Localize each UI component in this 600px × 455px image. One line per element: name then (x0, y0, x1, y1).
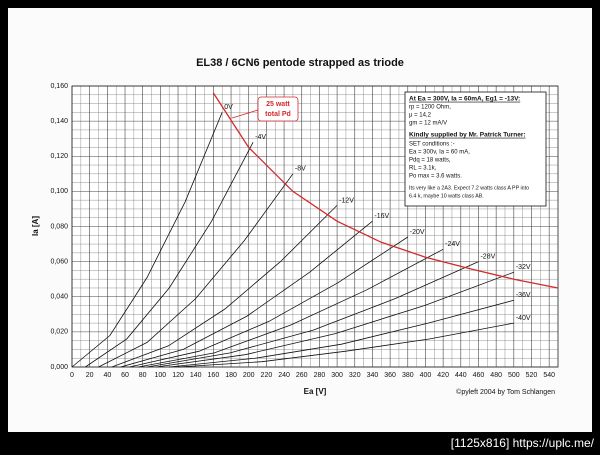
curve-label: -16V (374, 213, 389, 220)
x-tick-label: 260 (296, 372, 308, 379)
curve (147, 261, 479, 368)
curve-label: -24V (445, 241, 460, 248)
x-tick-label: 540 (543, 372, 555, 379)
curve-label: -20V (410, 229, 425, 236)
curve (85, 142, 254, 368)
y-tick-label: 0,140 (50, 118, 68, 125)
x-tick-label: 40 (103, 372, 111, 379)
info-line: At Ea = 300V, Ia = 60mA, Eg1 = -13V: (409, 96, 520, 103)
info-line: RL = 3.1k, (409, 166, 437, 172)
pd-label: total Pd (265, 111, 291, 118)
x-tick-label: 220 (261, 372, 273, 379)
credit: ©pyleft 2004 by Tom Schlangen (456, 388, 555, 396)
info-line: 6.4 k, maybe 10 watts class AB. (409, 193, 484, 199)
info-line: Ea = 300v, Ia = 60 mA, (409, 150, 470, 156)
x-tick-label: 160 (208, 372, 220, 379)
x-axis-label: Ea [V] (304, 387, 327, 396)
curve-label: -32V (516, 264, 531, 271)
x-tick-label: 100 (155, 372, 167, 379)
info-line: Kindly supplied by Mr. Patrick Turner: (409, 132, 526, 139)
x-tick-label: 380 (402, 372, 414, 379)
chart-title: EL38 / 6CN6 pentode strapped as triode (196, 57, 404, 69)
info-frame (404, 91, 547, 207)
curve-label: -8V (295, 166, 306, 173)
x-tick-label: 60 (121, 372, 129, 379)
y-tick-label: 0,060 (50, 258, 68, 265)
pd-frame (257, 96, 299, 122)
info-line: Its very like a 2A3. Expect 7.2 watts cl… (409, 185, 529, 191)
x-tick-label: 460 (473, 372, 485, 379)
pd-annotation: 25 watt total Pd (231, 96, 299, 122)
curve (212, 92, 559, 289)
curve-label: -40V (516, 315, 531, 322)
x-tick-label: 420 (437, 372, 449, 379)
info-line: Pdq = 18 watts, (409, 158, 451, 164)
x-tick-label: 300 (331, 372, 343, 379)
x-tick-label: 480 (490, 372, 502, 379)
info-line: rp = 1200 Ohm, (409, 105, 451, 111)
x-tick-label: 280 (314, 372, 326, 379)
y-axis-label: Ia [A] (31, 216, 40, 236)
x-tick-label: 120 (172, 372, 184, 379)
pd-label: 25 watt (266, 101, 290, 108)
y-tick-label: 0,120 (50, 153, 68, 160)
x-tick-label: 520 (526, 372, 538, 379)
x-tick-label: 320 (349, 372, 361, 379)
x-tick-label: 20 (86, 372, 94, 379)
y-tick-label: 0,080 (50, 223, 68, 230)
plot-frame (71, 85, 559, 368)
info-line: SET conditions :- (409, 142, 455, 148)
x-tick-label: 200 (243, 372, 255, 379)
y-tick-label: 0,000 (50, 364, 68, 371)
curve-label: -36V (516, 292, 531, 299)
footer: [1125x816] https://uplc.me/ (451, 436, 595, 450)
curve (98, 173, 294, 368)
curve (138, 248, 444, 368)
x-tick-label: 240 (278, 372, 290, 379)
x-tick-label: 440 (455, 372, 467, 379)
curve-label: 0V (224, 104, 233, 111)
pd-pointer (231, 109, 259, 119)
curve-label: -12V (339, 197, 354, 204)
curve-label: -4V (255, 134, 266, 141)
curve-label: -28V (480, 253, 495, 260)
y-tick-label: 0,160 (50, 83, 68, 90)
x-tick-label: 400 (420, 372, 432, 379)
curve (169, 299, 514, 368)
y-tick-label: 0,100 (50, 188, 68, 195)
curve (155, 271, 514, 368)
x-tick-label: 80 (139, 372, 147, 379)
curve (71, 112, 223, 368)
x-tick-label: 340 (367, 372, 379, 379)
x-tick-label: 140 (190, 372, 202, 379)
x-tick-label: 0 (70, 372, 74, 379)
y-tick-label: 0,020 (50, 329, 68, 336)
x-tick-label: 180 (225, 372, 237, 379)
curve (129, 236, 409, 368)
x-tick-label: 500 (508, 372, 520, 379)
curve (177, 322, 514, 368)
curve (120, 220, 373, 368)
info-box: At Ea = 300V, Ia = 60mA, Eg1 = -13V: rp … (404, 91, 547, 207)
info-line: Po max = 3.6 watts. (409, 174, 462, 180)
curve (111, 205, 338, 368)
x-tick-label: 360 (384, 372, 396, 379)
y-tick-label: 0,040 (50, 294, 68, 301)
info-line: gm = 12 mA/V (409, 121, 447, 127)
info-line: μ = 14,2 (409, 113, 432, 119)
